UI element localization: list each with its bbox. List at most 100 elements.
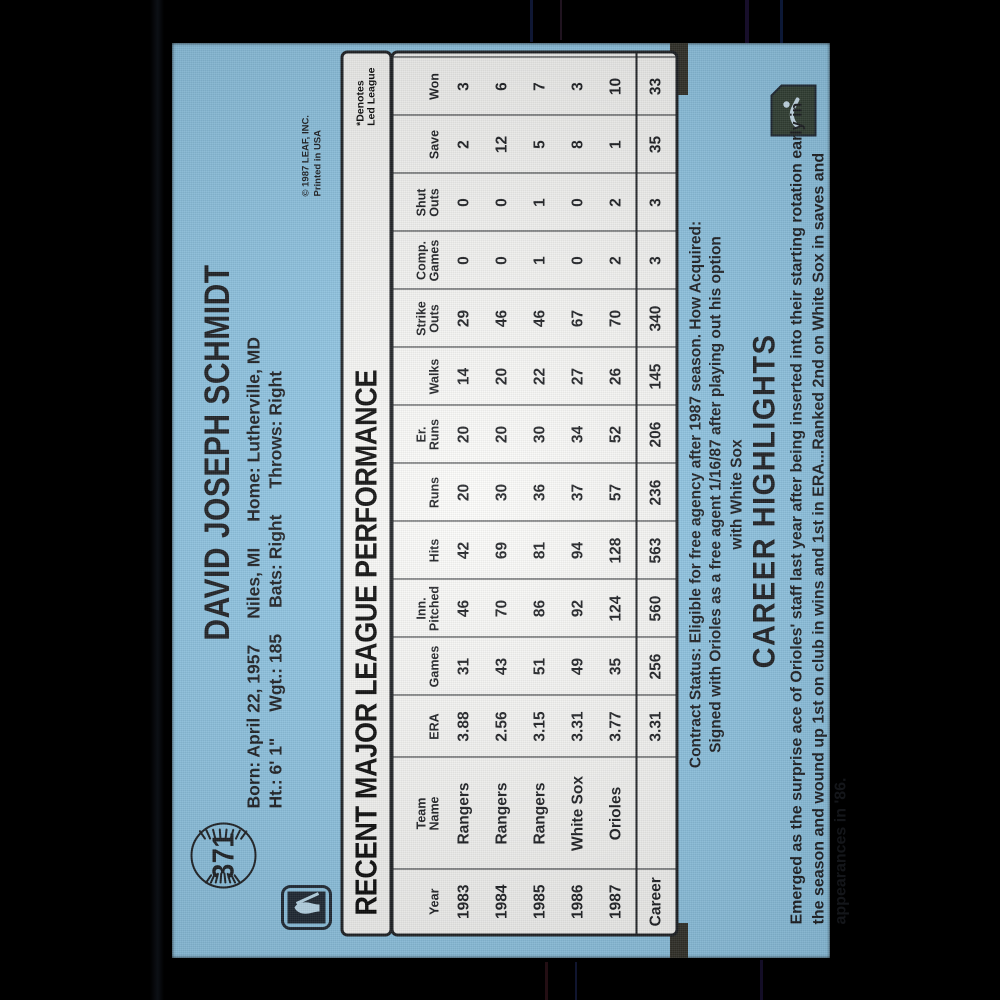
scan-artifact [530, 0, 533, 42]
bio-weight: Wgt.: 185 [265, 633, 286, 712]
stats-cell-er: 206 [635, 405, 675, 463]
stats-col-header-1: Team Name [393, 757, 445, 869]
stats-cell-year: 1985 [520, 869, 559, 933]
stats-col-header-2: ERA [393, 695, 445, 757]
stats-cell-sho: 1 [520, 173, 559, 231]
stats-cell-sv: 5 [520, 115, 559, 173]
stats-cell-cg: 0 [445, 231, 483, 289]
stats-col-header-12: Save [393, 115, 445, 173]
stats-table: Year Team Name ERA Games Inn. Pitched Hits R… [393, 50, 675, 933]
bio-row-1: Born: April 22, 1957 Niles, MI Home: Lut… [242, 108, 264, 808]
stats-cell-runs: 236 [635, 463, 675, 521]
stats-cell-team: White Sox [558, 757, 597, 869]
mlbpa-logo-icon [768, 82, 818, 138]
scan-artifact [560, 0, 562, 40]
stats-cell-walks: 22 [520, 347, 559, 405]
stats-cell-w: 33 [635, 57, 675, 115]
stats-cell-ip: 92 [558, 579, 597, 637]
stats-cell-era: 2.56 [482, 695, 521, 757]
stats-cell-w: 3 [558, 57, 597, 115]
stats-col-header-8: Walks [393, 347, 445, 405]
stats-cell-games: 35 [596, 637, 636, 695]
left-edge-glow [150, 0, 164, 1000]
stats-col-header-10: Comp. Games [393, 231, 445, 289]
scan-artifact [760, 960, 763, 1000]
stats-cell-team: Orioles [596, 757, 636, 869]
stats-cell-sv: 12 [482, 115, 521, 173]
stats-header-row: Year Team Name ERA Games Inn. Pitched Hits R… [393, 50, 445, 933]
stats-cell-er: 20 [482, 405, 521, 463]
stats-cell-er: 52 [596, 405, 636, 463]
stats-cell-ip: 46 [445, 579, 483, 637]
stats-cell-runs: 37 [558, 463, 597, 521]
stats-cell-runs: 36 [520, 463, 559, 521]
stats-cell-walks: 27 [558, 347, 597, 405]
stats-cell-era: 3.15 [520, 695, 559, 757]
stats-col-header-13: Won [393, 57, 445, 115]
stats-cell-ip: 124 [596, 579, 636, 637]
stats-cell-year: 1986 [558, 869, 597, 933]
scan-artifact [780, 0, 783, 44]
stats-cell-sv: 8 [558, 115, 597, 173]
stats-cell-hits: 128 [596, 521, 636, 579]
stats-cell-l: 3 [445, 50, 483, 57]
stats-cell-er: 20 [445, 405, 483, 463]
contract-line-1: Contract Status: Eligible for free agenc… [687, 220, 704, 768]
stats-col-header-11: Shut Outs [393, 173, 445, 231]
stats-cell-runs: 20 [445, 463, 483, 521]
stats-cell-era: 3.31 [635, 695, 675, 757]
stats-cell-walks: 145 [635, 347, 675, 405]
stats-cell-team: Rangers [520, 757, 559, 869]
stats-col-header-7: Er. Runs [393, 405, 445, 463]
stats-table-head: Year Team Name ERA Games Inn. Pitched Hits R… [393, 50, 445, 933]
copyright-line-1: © 1987 LEAF, INC. [300, 114, 311, 196]
scan-artifact [575, 962, 577, 1000]
stats-cell-cg: 2 [596, 231, 636, 289]
stats-cell-runs: 30 [482, 463, 521, 521]
stats-cell-hits: 42 [445, 521, 483, 579]
stats-cell-so: 46 [520, 289, 559, 347]
stats-col-header-3: Games [393, 637, 445, 695]
mlb-logo-icon [280, 884, 332, 930]
stats-cell-l: 5 [597, 50, 636, 57]
contract-line-2: Signed with Orioles as a free agent 1/16… [707, 235, 725, 753]
stats-cell-so: 67 [558, 289, 597, 347]
card-number: 371 [205, 831, 240, 879]
bio-birthplace: Niles, MI [243, 547, 263, 619]
stats-cell-walks: 14 [445, 347, 483, 405]
stats-cell-team: Rangers [482, 757, 521, 869]
led-league-note-line-1: *Denotes [353, 79, 366, 126]
bio-throws: Throws: Right [265, 370, 286, 489]
stats-cell-sho: 3 [635, 173, 675, 231]
stats-cell-cg: 0 [558, 231, 597, 289]
stats-cell-games: 49 [558, 637, 597, 695]
stats-cell-w: 3 [445, 57, 483, 115]
led-league-note-line-2: Led League [365, 67, 377, 126]
baseball-card-back: 371 DAVID JOSEPH SCHMI [172, 43, 849, 958]
stats-cell-sho: 0 [558, 173, 597, 231]
performance-title: RECENT MAJOR LEAGUE PERFORMANCE [348, 369, 383, 915]
stats-cell-sv: 35 [635, 115, 675, 173]
bio-home: Home: Lutherville, MD [243, 336, 263, 522]
stats-cell-l: 6 [559, 50, 597, 57]
stats-cell-hits: 563 [635, 521, 675, 579]
stats-cell-walks: 26 [596, 347, 636, 405]
stats-cell-games: 31 [445, 637, 483, 695]
player-bio: Born: April 22, 1957 Niles, MI Home: Lut… [242, 108, 287, 808]
stats-cell-era: 3.31 [558, 695, 597, 757]
stats-cell-so: 70 [596, 289, 636, 347]
stats-cell-era: 3.88 [445, 695, 483, 757]
stats-cell-ip: 560 [635, 579, 675, 637]
stats-cell-er: 30 [520, 405, 559, 463]
card-number-baseball-icon: 371 [190, 822, 256, 888]
scan-artifact [745, 0, 749, 44]
stats-col-header-4: Inn. Pitched [393, 579, 445, 637]
player-name: DAVID JOSEPH SCHMIDT [198, 263, 237, 641]
stats-cell-sho: 0 [445, 173, 483, 231]
